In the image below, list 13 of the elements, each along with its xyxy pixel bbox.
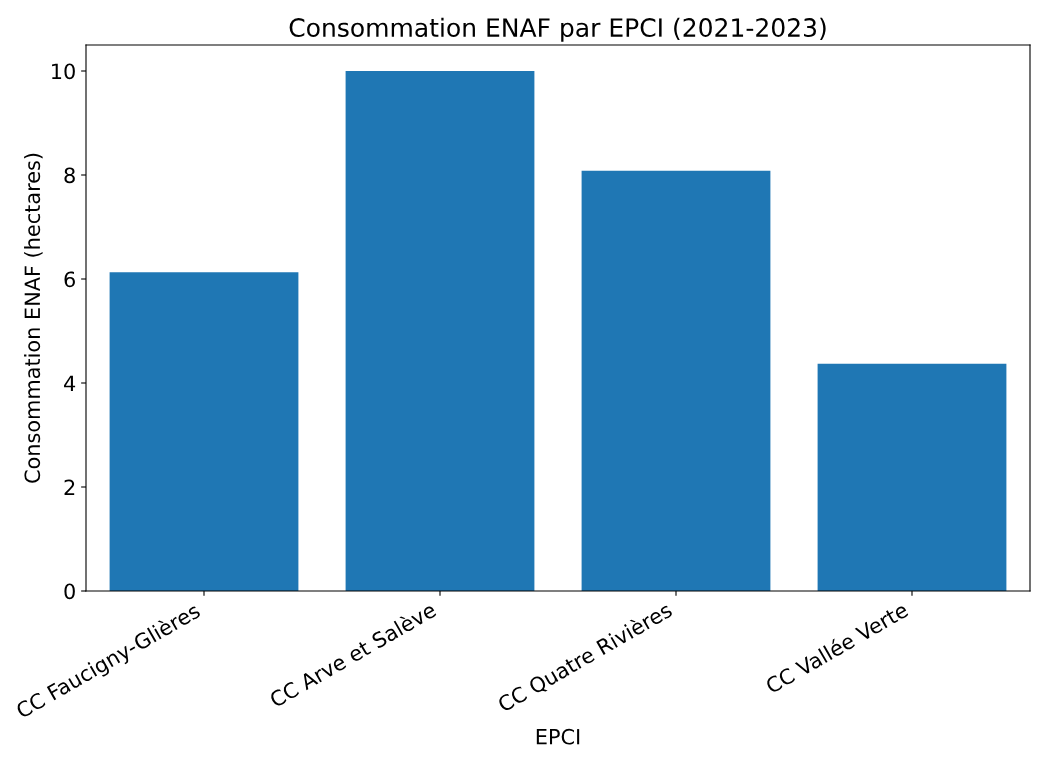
y-tick-label: 8 — [64, 167, 75, 184]
y-tick-label: 10 — [52, 63, 75, 80]
bar — [581, 170, 771, 591]
bar — [817, 363, 1007, 591]
y-tick-label: 4 — [64, 375, 76, 391]
y-tick-label: 2 — [64, 479, 75, 495]
y-tick-label: 0 — [64, 583, 75, 600]
y-axis-title: Consommation ENAF (hectares) — [24, 153, 43, 483]
chart-title: Consommation ENAF par EPCI (2021-2023) — [289, 17, 826, 42]
bar — [109, 272, 299, 591]
y-tick-label: 6 — [64, 271, 75, 288]
bar — [345, 71, 535, 591]
x-axis-title: EPCI — [536, 728, 580, 745]
